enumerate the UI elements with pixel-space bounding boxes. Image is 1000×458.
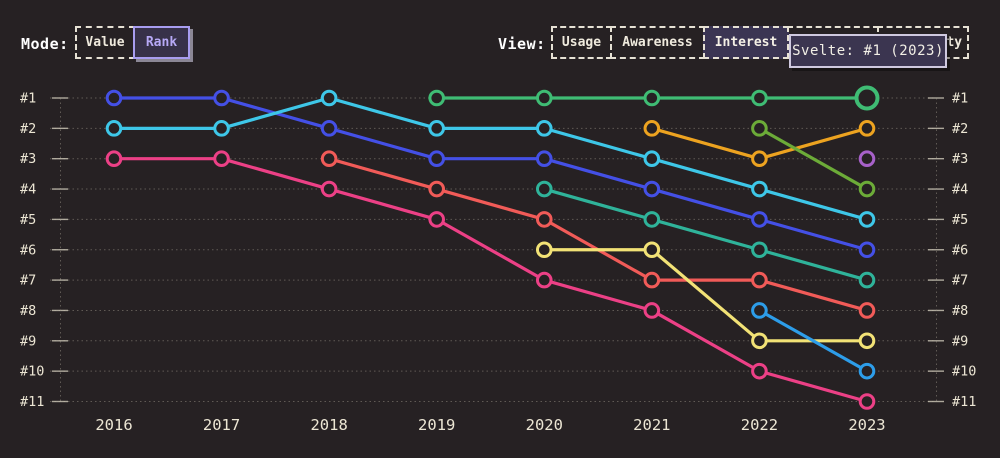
data-point-yellow-2023[interactable] bbox=[858, 332, 876, 350]
data-point-blue-2023[interactable] bbox=[858, 241, 876, 259]
rank-label-right: #3 bbox=[952, 151, 968, 167]
tooltip-text: Svelte: #1 (2023) bbox=[792, 43, 944, 59]
data-point-teal-2022[interactable] bbox=[751, 241, 768, 259]
data-point-svelte-2022[interactable] bbox=[751, 89, 768, 107]
data-point-red-2018[interactable] bbox=[320, 150, 338, 167]
data-point-cyan-2020[interactable] bbox=[535, 120, 553, 137]
data-point-pink-2017[interactable] bbox=[213, 150, 230, 167]
rank-label-right: #9 bbox=[952, 333, 968, 349]
data-point-pink-2020[interactable] bbox=[535, 271, 553, 289]
rank-label-left: #10 bbox=[20, 364, 44, 380]
rank-label-right: #7 bbox=[952, 273, 968, 289]
data-point-red-2023[interactable] bbox=[858, 302, 876, 319]
data-point-red-2019[interactable] bbox=[428, 180, 446, 198]
rank-label-left: #2 bbox=[20, 121, 36, 137]
rank-label-right: #1 bbox=[952, 91, 968, 107]
rank-label-right: #8 bbox=[952, 303, 968, 319]
data-point-svelte-2019[interactable] bbox=[428, 89, 446, 107]
year-label: 2023 bbox=[848, 416, 885, 434]
data-point-amber-2023[interactable] bbox=[858, 120, 876, 137]
series-line-blue bbox=[112, 96, 869, 252]
data-point-svelte-2020[interactable] bbox=[535, 89, 553, 107]
data-point-teal-2021[interactable] bbox=[643, 211, 661, 228]
rank-label-left: #5 bbox=[20, 212, 36, 228]
data-point-blue-2017[interactable] bbox=[213, 89, 230, 107]
year-label: 2022 bbox=[741, 416, 778, 434]
data-point-blue-2019[interactable] bbox=[428, 150, 446, 167]
data-point-red-2020[interactable] bbox=[535, 211, 553, 228]
year-label: 2016 bbox=[95, 416, 132, 434]
data-point-lime-2022[interactable] bbox=[751, 120, 768, 137]
year-label: 2018 bbox=[310, 416, 347, 434]
data-point-pink-2021[interactable] bbox=[643, 302, 661, 319]
data-point-amber-2022[interactable] bbox=[751, 150, 768, 167]
data-point-yellow-2021[interactable] bbox=[643, 241, 661, 259]
data-point-lightblue-2022[interactable] bbox=[751, 302, 768, 319]
data-point-pink-2019[interactable] bbox=[428, 211, 446, 228]
rank-label-right: #2 bbox=[952, 121, 968, 137]
data-point-pink-2018[interactable] bbox=[320, 180, 338, 198]
rank-label-right: #5 bbox=[952, 212, 968, 228]
data-point-pink-2022[interactable] bbox=[751, 362, 768, 380]
data-point-svelte-2023[interactable] bbox=[854, 85, 880, 111]
year-label: 2020 bbox=[526, 416, 563, 434]
data-point-lightblue-2023[interactable] bbox=[858, 362, 876, 380]
data-point-blue-2018[interactable] bbox=[320, 120, 338, 137]
data-point-cyan-2017[interactable] bbox=[213, 120, 230, 137]
mode-label: Mode: bbox=[21, 35, 69, 53]
year-label: 2019 bbox=[418, 416, 455, 434]
series-line-cyan bbox=[112, 96, 869, 221]
series-line-lightblue bbox=[757, 308, 869, 373]
data-point-blue-2016[interactable] bbox=[105, 89, 123, 107]
rank-label-left: #1 bbox=[20, 91, 36, 107]
rank-label-left: #8 bbox=[20, 303, 36, 319]
mode-button-rank[interactable]: Rank bbox=[133, 26, 190, 59]
series-line-lime bbox=[757, 126, 869, 191]
rank-label-left: #6 bbox=[20, 242, 36, 258]
rank-label-left: #4 bbox=[20, 182, 36, 198]
tooltip: Svelte: #1 (2023) bbox=[789, 34, 947, 68]
data-point-cyan-2023[interactable] bbox=[858, 211, 876, 228]
year-label: 2021 bbox=[633, 416, 670, 434]
data-point-svelte-2021[interactable] bbox=[643, 89, 661, 107]
rank-label-right: #4 bbox=[952, 182, 968, 198]
data-point-teal-2020[interactable] bbox=[535, 180, 553, 198]
view-label: View: bbox=[498, 35, 546, 53]
data-point-cyan-2016[interactable] bbox=[105, 120, 123, 137]
data-point-cyan-2021[interactable] bbox=[643, 150, 661, 167]
series-line-pink bbox=[112, 157, 869, 404]
data-point-teal-2023[interactable] bbox=[858, 271, 876, 289]
data-point-red-2021[interactable] bbox=[643, 271, 661, 289]
data-point-blue-2022[interactable] bbox=[751, 211, 768, 228]
data-point-cyan-2018[interactable] bbox=[320, 89, 338, 107]
data-point-red-2022[interactable] bbox=[751, 271, 768, 289]
data-point-yellow-2020[interactable] bbox=[535, 241, 553, 259]
series-line-teal bbox=[542, 187, 869, 282]
series-line-red bbox=[327, 157, 869, 313]
rank-label-right: #6 bbox=[952, 242, 968, 258]
data-point-pink-2023[interactable] bbox=[858, 393, 876, 410]
data-point-blue-2020[interactable] bbox=[535, 150, 553, 167]
data-point-cyan-2022[interactable] bbox=[751, 180, 768, 198]
data-point-amber-2021[interactable] bbox=[643, 120, 661, 137]
data-point-lime-2023[interactable] bbox=[858, 180, 876, 198]
data-point-blue-2021[interactable] bbox=[643, 180, 661, 198]
data-point-purple-2023[interactable] bbox=[858, 150, 876, 167]
rank-label-left: #3 bbox=[20, 151, 36, 167]
rank-label-left: #11 bbox=[20, 394, 44, 410]
rank-label-right: #10 bbox=[952, 364, 976, 380]
view-button-interest[interactable]: Interest bbox=[703, 26, 789, 59]
rank-label-right: #11 bbox=[952, 394, 976, 410]
year-label: 2017 bbox=[203, 416, 240, 434]
data-point-yellow-2022[interactable] bbox=[751, 332, 768, 350]
rank-label-left: #9 bbox=[20, 333, 36, 349]
data-point-pink-2016[interactable] bbox=[105, 150, 123, 167]
rank-label-left: #7 bbox=[20, 273, 36, 289]
data-point-cyan-2019[interactable] bbox=[428, 120, 446, 137]
